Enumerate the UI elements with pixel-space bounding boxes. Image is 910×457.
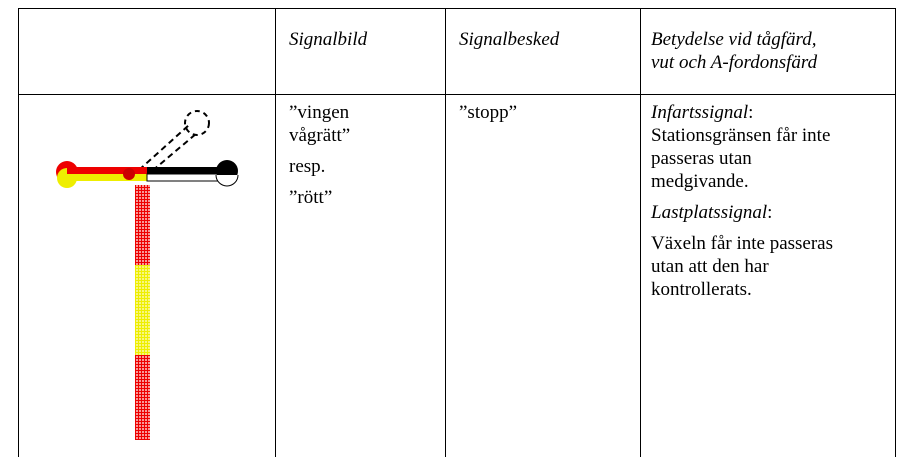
term: Infartssignal [651, 102, 749, 123]
term: Lastplatssignal [651, 202, 768, 223]
signal-image [56, 110, 239, 440]
header-cell: Signalbesked [459, 29, 560, 50]
border [445, 8, 446, 457]
text: Växeln får inte passeras utan att den ha… [651, 233, 834, 300]
body-cell: ”vingen vågrätt” resp. ”rött” [289, 101, 384, 217]
header-cell: Betydelse vid tågfärd, vut och A-fordons… [651, 28, 817, 74]
border [18, 8, 19, 457]
body-cell: Infartssignal: Stationsgränsen får inte p… [651, 101, 846, 309]
text: Infartssignal: Stationsgränsen får inte p… [651, 101, 846, 193]
text: ”vingen vågrätt” [289, 102, 351, 146]
border [640, 8, 641, 457]
header-line: Betydelse vid tågfärd, [651, 29, 817, 50]
border [275, 8, 276, 457]
border [18, 8, 896, 9]
punct: : [748, 102, 754, 123]
text: ”rött” [289, 187, 333, 208]
border [895, 8, 896, 457]
header-line: vut och A-fordonsfärd [651, 52, 818, 73]
border [18, 94, 896, 95]
punct: : [767, 202, 773, 223]
header-cell: Signalbild [289, 29, 368, 50]
text: resp. [289, 156, 326, 177]
text: Stationsgränsen får inte passeras utan m… [651, 125, 831, 192]
text: Lastplatssignal: [651, 201, 846, 224]
body-cell: ”stopp” [459, 102, 518, 123]
